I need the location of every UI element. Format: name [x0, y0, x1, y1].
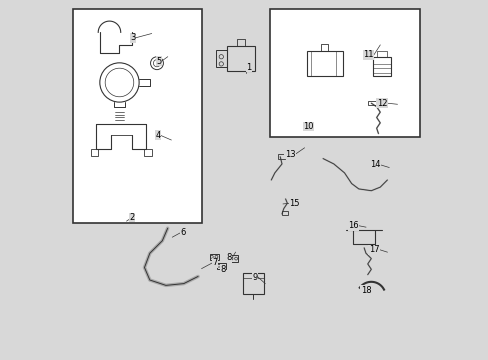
Bar — [242, 273, 264, 294]
Text: 13: 13 — [284, 150, 295, 159]
Text: 3: 3 — [130, 33, 135, 42]
Bar — [144, 149, 151, 157]
Text: 8: 8 — [226, 253, 231, 262]
Text: 17: 17 — [368, 245, 379, 254]
Text: 4: 4 — [155, 131, 160, 140]
Bar — [367, 101, 375, 105]
Text: 1: 1 — [246, 63, 251, 72]
Bar — [216, 50, 226, 67]
Bar — [209, 253, 218, 260]
Bar — [229, 255, 238, 262]
Text: 14: 14 — [370, 161, 380, 170]
Bar — [216, 262, 225, 269]
Text: 6: 6 — [180, 228, 185, 237]
Bar — [269, 9, 419, 137]
Text: 7: 7 — [212, 258, 217, 267]
Bar — [281, 211, 287, 215]
Bar — [306, 51, 342, 76]
Bar — [226, 46, 255, 71]
Text: 8: 8 — [220, 265, 225, 274]
Text: 5: 5 — [156, 57, 161, 66]
Text: 18: 18 — [360, 285, 370, 294]
Text: 16: 16 — [347, 221, 358, 230]
Text: 11: 11 — [363, 50, 373, 59]
Text: 12: 12 — [376, 99, 386, 108]
Bar — [372, 57, 390, 76]
Text: 2: 2 — [129, 213, 134, 222]
Text: 9: 9 — [252, 273, 258, 282]
Bar — [91, 149, 98, 157]
Text: 15: 15 — [289, 199, 300, 208]
Text: 10: 10 — [303, 122, 313, 131]
Bar — [278, 154, 285, 158]
Bar — [73, 9, 201, 223]
